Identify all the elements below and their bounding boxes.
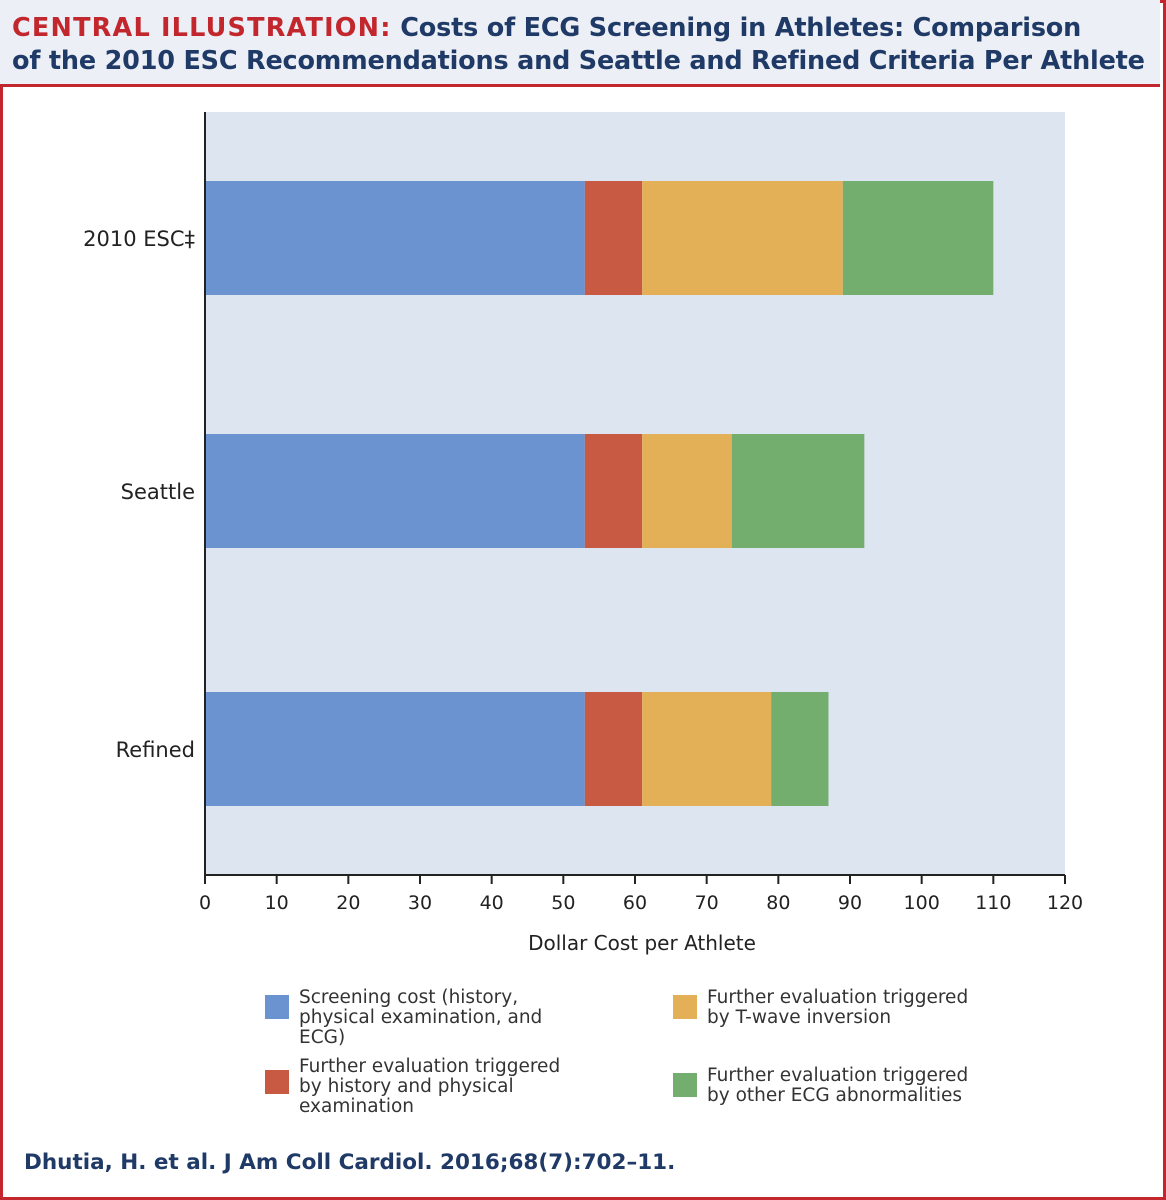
bar-segment-refined-2 <box>584 692 643 806</box>
legend-line: by history and physical <box>299 1076 514 1097</box>
bar-segment-refined-1 <box>205 692 585 806</box>
bars-group <box>205 181 994 806</box>
legend-label-screening-cost: Screening cost (history, physical examin… <box>299 988 584 1048</box>
bar-segment-2010-esc-1 <box>205 181 585 295</box>
legend-swatch-t-wave <box>673 995 697 1019</box>
legend-label-t-wave: Further evaluation triggered by T-wave i… <box>707 988 992 1028</box>
figure-title: CENTRAL ILLUSTRATION: Costs of ECG Scree… <box>12 12 1146 78</box>
x-tick-label-0: 0 <box>199 892 211 914</box>
legend-item-other-ecg: Further evaluation triggered by other EC… <box>673 1066 992 1106</box>
x-tick-label-40: 40 <box>480 892 504 914</box>
legend-line: by other ECG abnormalities <box>707 1085 963 1106</box>
central-illustration-tag: CENTRAL ILLUSTRATION: <box>12 13 392 43</box>
bar-segment-refined-4 <box>771 692 829 806</box>
category-label-2010-esc: 2010 ESC‡ <box>83 227 195 251</box>
legend-item-screening-cost: Screening cost (history, physical examin… <box>265 988 584 1048</box>
x-tick-label-20: 20 <box>336 892 360 914</box>
x-axis-label: Dollar Cost per Athlete <box>528 931 756 955</box>
legend-line: Further evaluation triggered <box>707 1065 969 1086</box>
legend-line: Screening cost (history, <box>299 987 519 1008</box>
x-tick-label-110: 110 <box>975 892 1011 914</box>
x-tick-label-10: 10 <box>265 892 289 914</box>
legend-label-history-physical: Further evaluation triggered by history … <box>299 1057 584 1117</box>
legend-line: examination <box>299 1096 415 1117</box>
axes-group: 0 10 20 30 40 50 60 70 80 90 100 110 120 <box>199 112 1083 914</box>
legend-swatch-history-physical <box>265 1070 289 1094</box>
bar-segment-2010-esc-4 <box>842 181 994 295</box>
x-tick-label-30: 30 <box>408 892 432 914</box>
x-tick-label-60: 60 <box>623 892 647 914</box>
legend-line: physical examination, and ECG) <box>299 1007 543 1048</box>
legend-swatch-other-ecg <box>673 1073 697 1097</box>
title-line-1: Costs of ECG Screening in Athletes: Comp… <box>400 13 1082 43</box>
x-tick-label-90: 90 <box>838 892 862 914</box>
bar-segment-refined-3 <box>642 692 772 806</box>
bar-segment-seattle-4 <box>731 434 865 548</box>
legend-label-other-ecg: Further evaluation triggered by other EC… <box>707 1066 992 1106</box>
bar-segment-2010-esc-2 <box>584 181 643 295</box>
category-labels: 2010 ESC‡ Seattle Refined <box>83 227 195 762</box>
bar-segment-seattle-1 <box>205 434 585 548</box>
legend-line: by T-wave inversion <box>707 1007 892 1028</box>
x-tick-label-100: 100 <box>904 892 940 914</box>
category-label-refined: Refined <box>116 738 195 762</box>
bar-segment-2010-esc-3 <box>642 181 843 295</box>
legend-line: Further evaluation triggered <box>299 1056 561 1077</box>
x-tick-label-70: 70 <box>695 892 719 914</box>
legend-line: Further evaluation triggered <box>707 987 969 1008</box>
legend-item-t-wave: Further evaluation triggered by T-wave i… <box>673 988 992 1028</box>
figure-header: CENTRAL ILLUSTRATION: Costs of ECG Scree… <box>0 0 1160 87</box>
x-tick-label-50: 50 <box>551 892 575 914</box>
bar-segment-seattle-2 <box>584 434 643 548</box>
legend-swatch-screening-cost <box>265 995 289 1019</box>
legend-item-history-physical: Further evaluation triggered by history … <box>265 1057 584 1117</box>
x-tick-label-80: 80 <box>766 892 790 914</box>
bar-segment-seattle-3 <box>642 434 732 548</box>
citation: Dhutia, H. et al. J Am Coll Cardiol. 201… <box>24 1150 676 1175</box>
x-tick-label-120: 120 <box>1047 892 1083 914</box>
category-label-seattle: Seattle <box>121 480 195 504</box>
title-line-2: of the 2010 ESC Recommendations and Seat… <box>12 46 1145 76</box>
